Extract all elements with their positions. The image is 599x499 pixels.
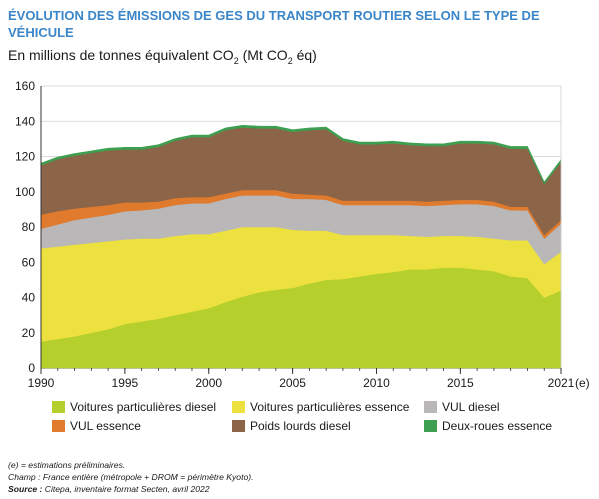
legend-item-2: VUL diesel bbox=[424, 400, 500, 414]
y-tick-label-120: 120 bbox=[15, 150, 35, 164]
x-tick-label-2015: 2015 bbox=[447, 376, 474, 390]
x-suffix-label: (e) bbox=[575, 376, 590, 390]
x-tick-label-1990: 1990 bbox=[28, 376, 55, 390]
subtitle-prefix: En millions de tonnes équivalent CO bbox=[8, 47, 234, 63]
y-tick-label-0: 0 bbox=[28, 361, 35, 375]
legend-swatch-4 bbox=[232, 420, 245, 432]
chart-title: ÉVOLUTION DES ÉMISSIONS DE GES DU TRANSP… bbox=[8, 8, 540, 40]
subtitle-middle: (Mt CO bbox=[238, 47, 288, 63]
source-text: Citepa, inventaire format Secten, avril … bbox=[42, 484, 210, 494]
subtitle-sub-2: 2 bbox=[287, 55, 293, 66]
x-tick-label-2010: 2010 bbox=[363, 376, 390, 390]
chart-notes: (e) = estimations préliminaires. Champ :… bbox=[8, 459, 254, 495]
note-source: Source : Citepa, inventaire format Secte… bbox=[8, 483, 254, 495]
stacked-area-chart: 0 20 40 60 80 100 120 140 160 1990 1995 2000 2005 201… bbox=[15, 79, 590, 390]
x-tick-label-1995: 1995 bbox=[112, 376, 139, 390]
y-tick-label-20: 20 bbox=[22, 326, 36, 340]
legend-item-0: Voitures particulières diesel bbox=[52, 400, 216, 414]
legend-label-4: Poids lourds diesel bbox=[250, 419, 351, 433]
x-tick-label-2005: 2005 bbox=[279, 376, 306, 390]
y-tick-label-100: 100 bbox=[15, 185, 35, 199]
legend-swatch-3 bbox=[52, 420, 65, 432]
y-tick-label-160: 160 bbox=[15, 79, 35, 93]
y-tick-label-60: 60 bbox=[22, 255, 36, 269]
chart-subtitle: En millions de tonnes équivalent CO2 (Mt… bbox=[8, 47, 317, 66]
source-label: Source : bbox=[8, 484, 43, 494]
legend-label-3: VUL essence bbox=[70, 419, 141, 433]
legend-swatch-1 bbox=[232, 401, 245, 413]
subtitle-sub-1: 2 bbox=[233, 55, 239, 66]
legend-label-5: Deux-roues essence bbox=[442, 419, 553, 433]
legend-swatch-2 bbox=[424, 401, 437, 413]
legend-item-3: VUL essence bbox=[52, 419, 141, 433]
note-estimations: (e) = estimations préliminaires. bbox=[8, 460, 126, 470]
y-tick-label-140: 140 bbox=[15, 114, 35, 128]
legend-item-5: Deux-roues essence bbox=[424, 419, 552, 433]
legend-label-1: Voitures particulières essence bbox=[250, 400, 410, 414]
y-tick-label-80: 80 bbox=[22, 220, 36, 234]
subtitle-suffix: éq) bbox=[292, 47, 317, 63]
legend-label-0: Voitures particulières diesel bbox=[70, 400, 217, 414]
y-tick-label-40: 40 bbox=[22, 291, 36, 305]
note-champ: Champ : France entière (métropole + DROM… bbox=[8, 472, 254, 482]
legend-swatch-5 bbox=[424, 420, 437, 432]
legend-swatch-0 bbox=[52, 401, 65, 413]
legend-label-2: VUL diesel bbox=[442, 400, 500, 414]
legend-item-4: Poids lourds diesel bbox=[232, 419, 351, 433]
x-tick-label-2000: 2000 bbox=[195, 376, 222, 390]
legend-item-1: Voitures particulières essence bbox=[232, 400, 409, 414]
x-tick-label-2021: 2021 bbox=[548, 376, 575, 390]
